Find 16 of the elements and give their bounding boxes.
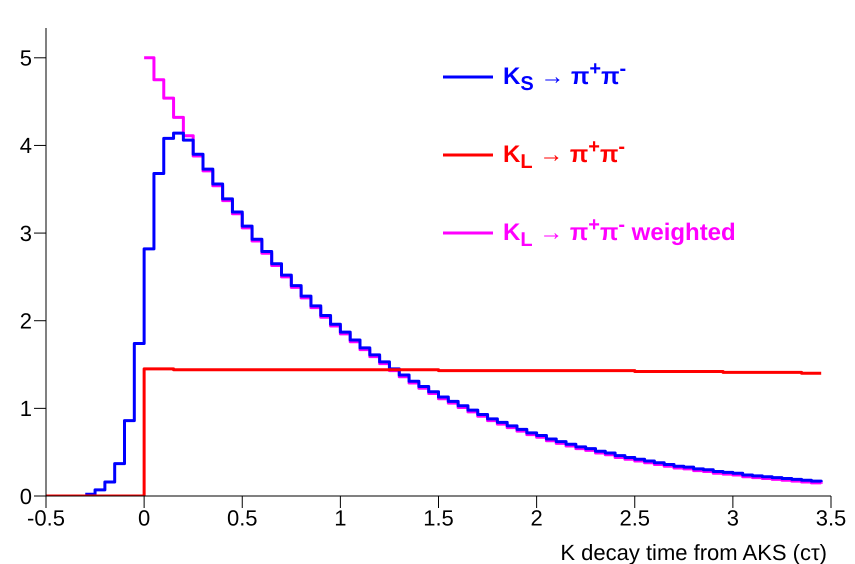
x-tick-label: 3.5 — [816, 506, 846, 531]
x-tick-label: 0.5 — [226, 506, 258, 531]
y-tick-label: 4 — [20, 133, 32, 158]
y-tick-label: 1 — [20, 396, 32, 422]
y-tick-label: 3 — [20, 220, 32, 246]
legend-label: K$_{S}$ → π$^{+}$π$^{-}$ — [503, 58, 626, 96]
x-tick-label: 3 — [726, 506, 739, 531]
y-tick-label: 5 — [20, 46, 32, 71]
y-tick-label: 2 — [20, 308, 32, 334]
legend-label: K$_{L}$ → π$^{+}$π$^{-}$ — [503, 136, 626, 174]
x-tick-label: 1.5 — [423, 506, 454, 531]
x-tick-label: 2 — [530, 506, 543, 531]
x-tick-label: 0 — [138, 506, 150, 531]
x-tick-label: 2.5 — [619, 506, 650, 531]
legend-label: K$_{L}$ → π$^{+}$π$^{-}$ weighted — [503, 214, 736, 252]
x-tick-label: 1 — [334, 506, 346, 531]
